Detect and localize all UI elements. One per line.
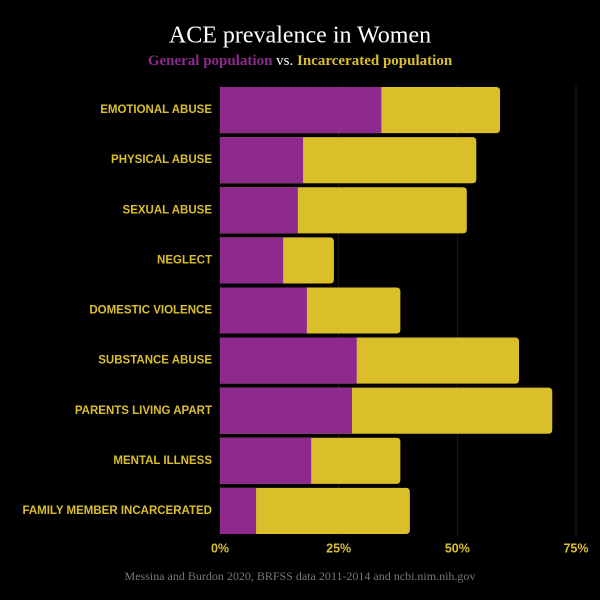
legend-entry: Incarcerated population xyxy=(297,53,453,69)
x-tick-label: 50% xyxy=(445,541,470,555)
x-tick-label: 75% xyxy=(563,541,588,555)
y-tick-label: PARENTS LIVING APART xyxy=(75,405,212,417)
subtitle-joiner: vs. xyxy=(276,53,293,69)
y-tick-label: NEGLECT xyxy=(157,254,212,266)
bar xyxy=(220,337,357,384)
y-tick-label: SUBSTANCE ABUSE xyxy=(98,355,212,367)
x-tick-label: 25% xyxy=(326,541,351,555)
source-note: Messina and Burdon 2020, BRFSS data 2011… xyxy=(125,569,476,583)
legend-entry: General population xyxy=(148,53,273,69)
bar xyxy=(220,437,312,484)
bar xyxy=(220,487,257,534)
bar xyxy=(220,87,382,134)
y-tick-label: DOMESTIC VIOLENCE xyxy=(89,305,212,317)
y-tick-label: FAMILY MEMBER INCARCERATED xyxy=(22,505,212,517)
bar xyxy=(220,137,304,184)
bar xyxy=(220,387,352,434)
y-tick-label: PHYSICAL ABUSE xyxy=(111,154,212,166)
x-tick-label: 0% xyxy=(211,541,229,555)
y-tick-label: EMOTIONAL ABUSE xyxy=(100,104,212,116)
bar xyxy=(220,187,298,234)
chart-subtitle: General population vs. Incarcerated popu… xyxy=(148,53,453,69)
chart-title: ACE prevalence in Women xyxy=(169,23,431,49)
bar xyxy=(220,237,284,284)
y-tick-label: MENTAL ILLNESS xyxy=(113,455,212,467)
bar xyxy=(220,487,410,534)
bar xyxy=(220,287,307,334)
y-tick-label: SEXUAL ABUSE xyxy=(123,204,213,216)
